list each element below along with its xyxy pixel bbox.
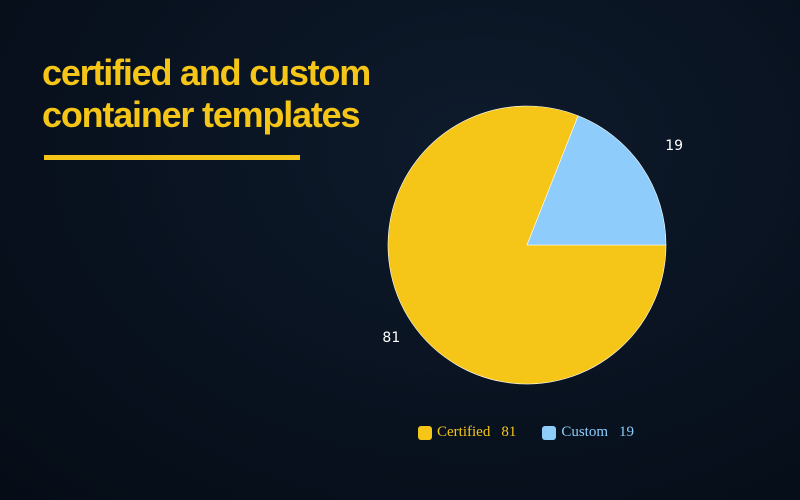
- legend-item-custom[interactable]: Custom 19: [542, 424, 634, 441]
- data-label-certified: 81: [382, 330, 400, 346]
- legend-label-custom: Custom: [561, 424, 609, 440]
- title-line-1: certified and custom: [42, 52, 371, 93]
- legend-value-certified: 81: [501, 424, 517, 440]
- legend-value-custom: 19: [619, 424, 635, 440]
- legend-item-certified[interactable]: Certified 81: [418, 424, 516, 441]
- data-label-custom: 19: [665, 138, 683, 154]
- title-line-2: container templates: [42, 94, 361, 135]
- page-title: certified and custom container templates: [42, 52, 371, 136]
- legend-swatch-certified: [418, 425, 432, 440]
- legend-swatch-custom: [542, 425, 557, 440]
- title-underline: [44, 155, 300, 160]
- pie-slice-custom[interactable]: [526, 115, 667, 246]
- legend: Certified 81 Custom 19: [418, 424, 634, 441]
- legend-label-certified: Certified: [437, 424, 491, 440]
